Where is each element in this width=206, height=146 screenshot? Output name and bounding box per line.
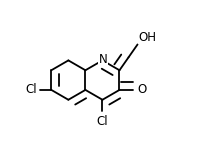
Text: Cl: Cl bbox=[97, 115, 108, 128]
Text: O: O bbox=[137, 83, 146, 96]
Text: Cl: Cl bbox=[26, 83, 37, 96]
Text: OH: OH bbox=[138, 31, 156, 44]
Text: N: N bbox=[98, 53, 107, 66]
